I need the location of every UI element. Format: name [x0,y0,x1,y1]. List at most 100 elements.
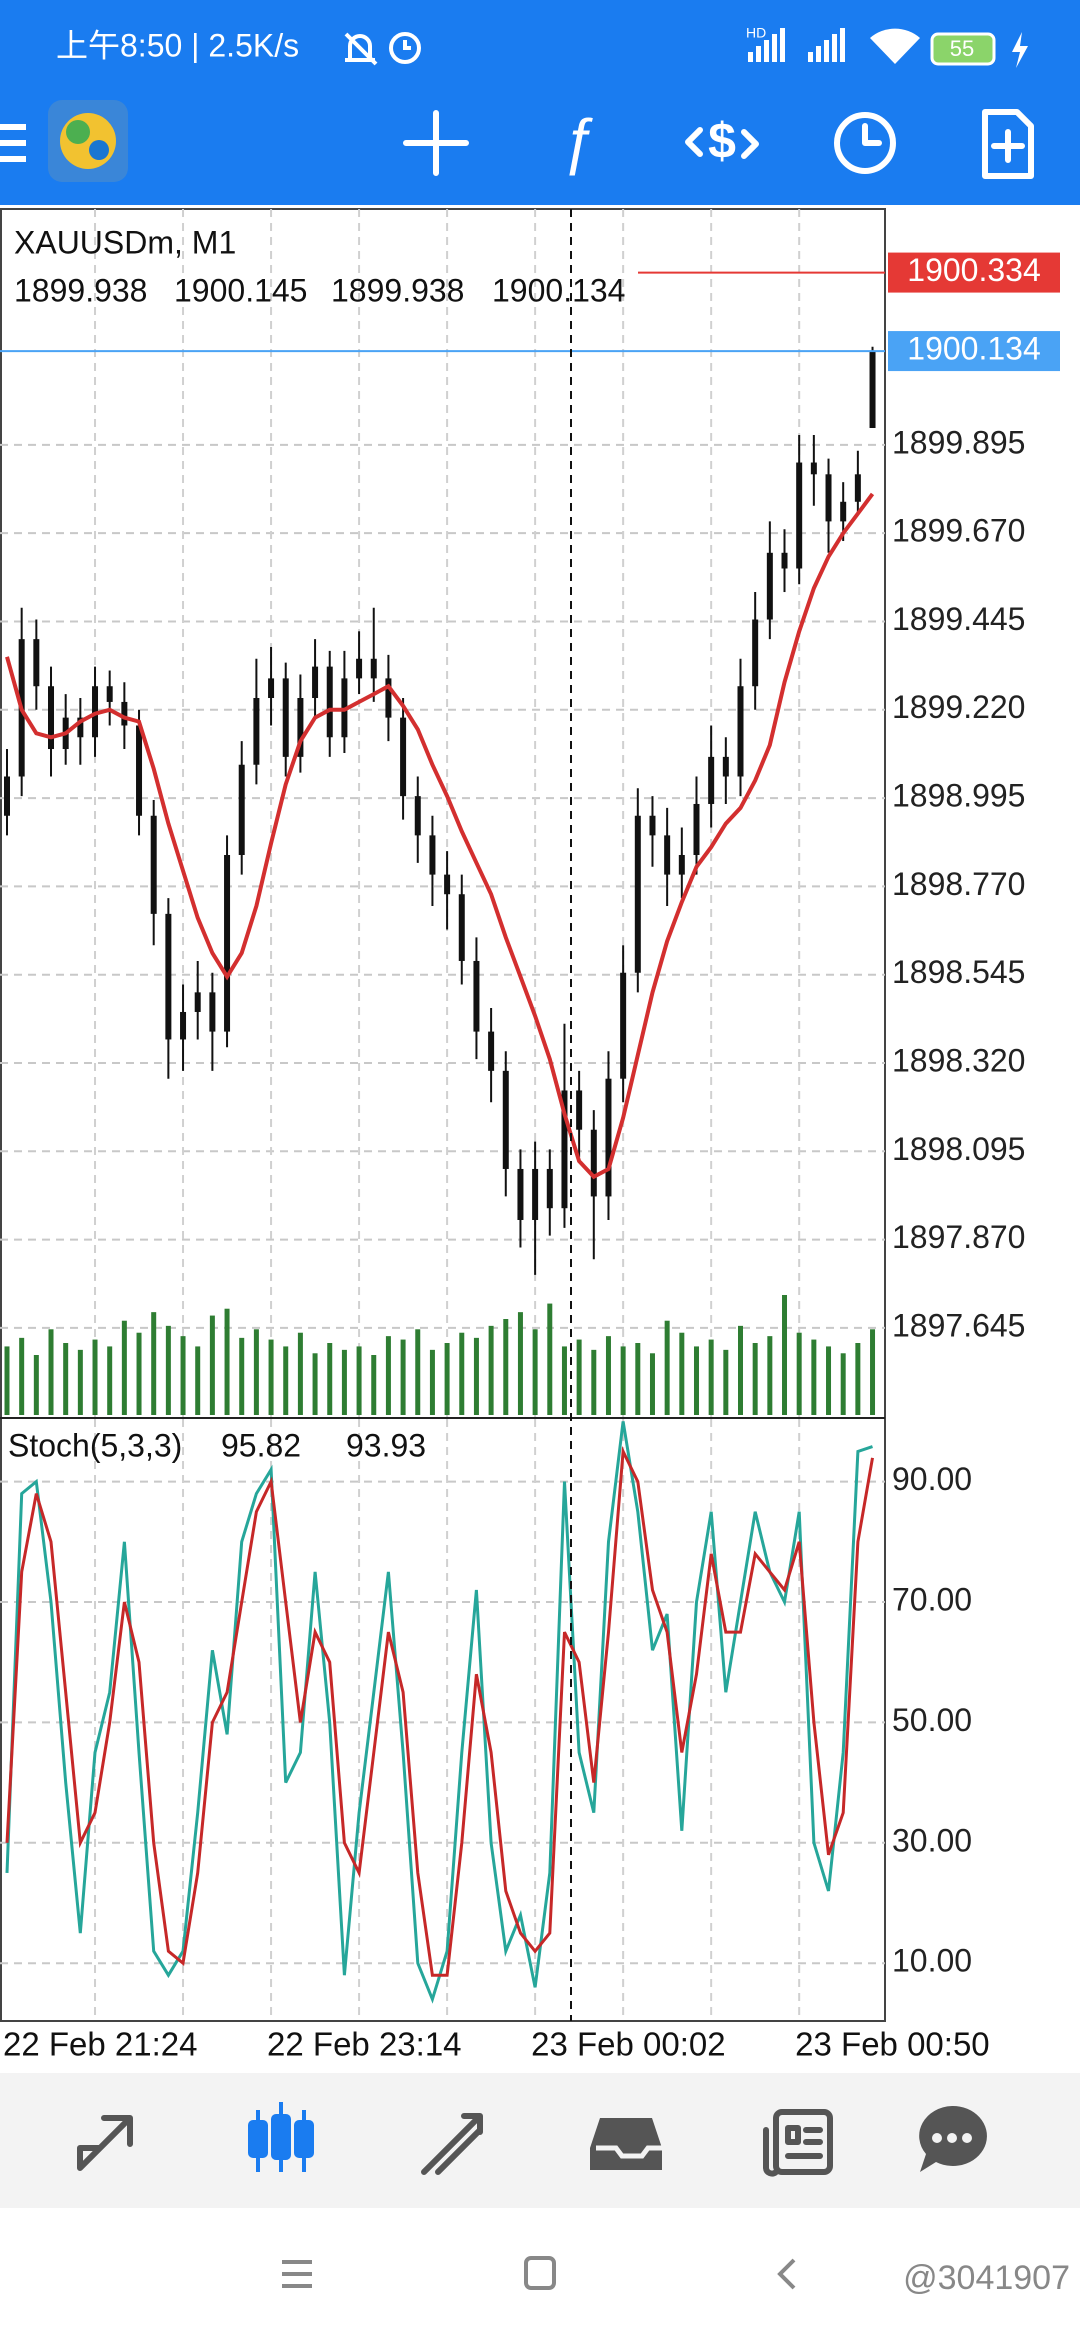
x-tick-label: 22 Feb 23:14 [267,2026,462,2063]
nav-home[interactable] [524,2256,556,2290]
candle-body [312,666,319,699]
candle-body [414,796,421,836]
x-tick-label: 22 Feb 21:24 [3,2026,198,2063]
chat-tab[interactable] [919,2105,987,2172]
volume-bar [415,1329,421,1415]
volume-bar [561,1346,567,1415]
volume-bar [840,1353,846,1415]
volume-bar [371,1355,377,1415]
crosshair-button[interactable] [403,110,469,176]
charging-icon [1012,32,1028,68]
volume-bar [33,1355,39,1415]
candle-body [649,815,656,836]
candle-body [326,666,333,738]
menu-button[interactable] [0,124,26,162]
volume-bar [517,1312,523,1415]
timeframe-button[interactable] [834,112,896,174]
volume-bar [664,1320,670,1415]
y-tick-label: 1899.895 [892,424,1025,460]
volume-bar [547,1303,553,1415]
y-tick-label: 1898.320 [892,1042,1025,1078]
volume-bar [752,1343,758,1415]
volume-bar [708,1339,714,1415]
chart-tab[interactable] [248,2102,314,2172]
y-tick-label: 1898.095 [892,1131,1025,1167]
volume-bar [224,1308,230,1415]
volume-bar [341,1349,347,1415]
candle-body [752,619,759,687]
indicators-button[interactable]: ƒ [561,106,595,175]
candle-body [150,815,157,914]
volume-bar [635,1343,641,1415]
x-tick-label: 23 Feb 00:02 [531,2026,726,2063]
trade-button[interactable]: $ [685,113,759,169]
volume-bar [796,1332,802,1415]
volume-bar [107,1346,113,1415]
moving-average [5,492,875,1180]
candle-body [546,1168,553,1209]
volume-bar [385,1336,391,1415]
candle-body [106,686,113,702]
volume-bar [48,1329,54,1415]
candle-body [458,894,465,961]
new-order-button[interactable] [982,109,1034,179]
candle-body [840,501,847,522]
volume-bar [253,1329,259,1415]
volume-bar [811,1339,817,1415]
volume-bar [356,1346,362,1415]
volume-bar [620,1346,626,1415]
indicator-signal-value: 93.93 [346,1427,426,1463]
candle-body [370,658,377,679]
quotes-tab[interactable] [77,2115,133,2171]
candle-body [561,1090,568,1209]
bid-tag [888,331,1060,372]
chart-frame [0,208,886,2022]
ohlc-low: 1899.938 [331,272,464,308]
candle-body [576,1090,583,1130]
indicator-main-value: 95.82 [221,1427,301,1463]
tab-bar [0,2073,1080,2208]
candle-body [282,678,289,757]
trade-tab[interactable] [421,2113,483,2175]
candle-body [224,854,231,1032]
candle-body [766,552,773,620]
news-tab[interactable] [763,2109,833,2177]
nav-back[interactable] [777,2258,796,2290]
volume-bar [180,1336,186,1415]
y-tick-label: 1898.545 [892,954,1025,990]
candle-body [781,552,788,569]
candle-body [429,835,436,875]
signal-icons [748,28,920,64]
y-tick-label: 1899.220 [892,689,1025,725]
app-logo[interactable] [48,100,128,182]
candle-body [854,474,861,502]
candle-body [136,725,143,816]
candle-body [238,764,245,855]
volume-bar [165,1325,171,1415]
history-tab[interactable] [590,2118,666,2170]
volume-bar [195,1346,201,1415]
volume-bar [312,1353,318,1415]
volume-bar [19,1337,25,1415]
volume-bar [826,1346,832,1415]
svg-text:ƒ: ƒ [561,106,595,175]
volume-bar [473,1337,479,1415]
candle-body [532,1168,539,1220]
x-tick-label: 23 Feb 00:50 [795,2026,990,2063]
nav-menu[interactable] [282,2260,312,2288]
indicator-title: Stoch(5,3,3) [8,1427,182,1463]
volume-bar [723,1349,729,1415]
volume-bar [782,1295,788,1415]
candle-body [605,1078,612,1197]
candle-body [165,913,172,1040]
candle-body [253,698,260,765]
candle-body [869,351,876,428]
candle-body [444,874,451,895]
volume-bar [459,1332,465,1415]
volume-bar [444,1343,450,1415]
candle-body [517,1168,524,1220]
candle-body [664,835,671,875]
volume-bar [400,1339,406,1415]
volume-bar [767,1336,773,1415]
